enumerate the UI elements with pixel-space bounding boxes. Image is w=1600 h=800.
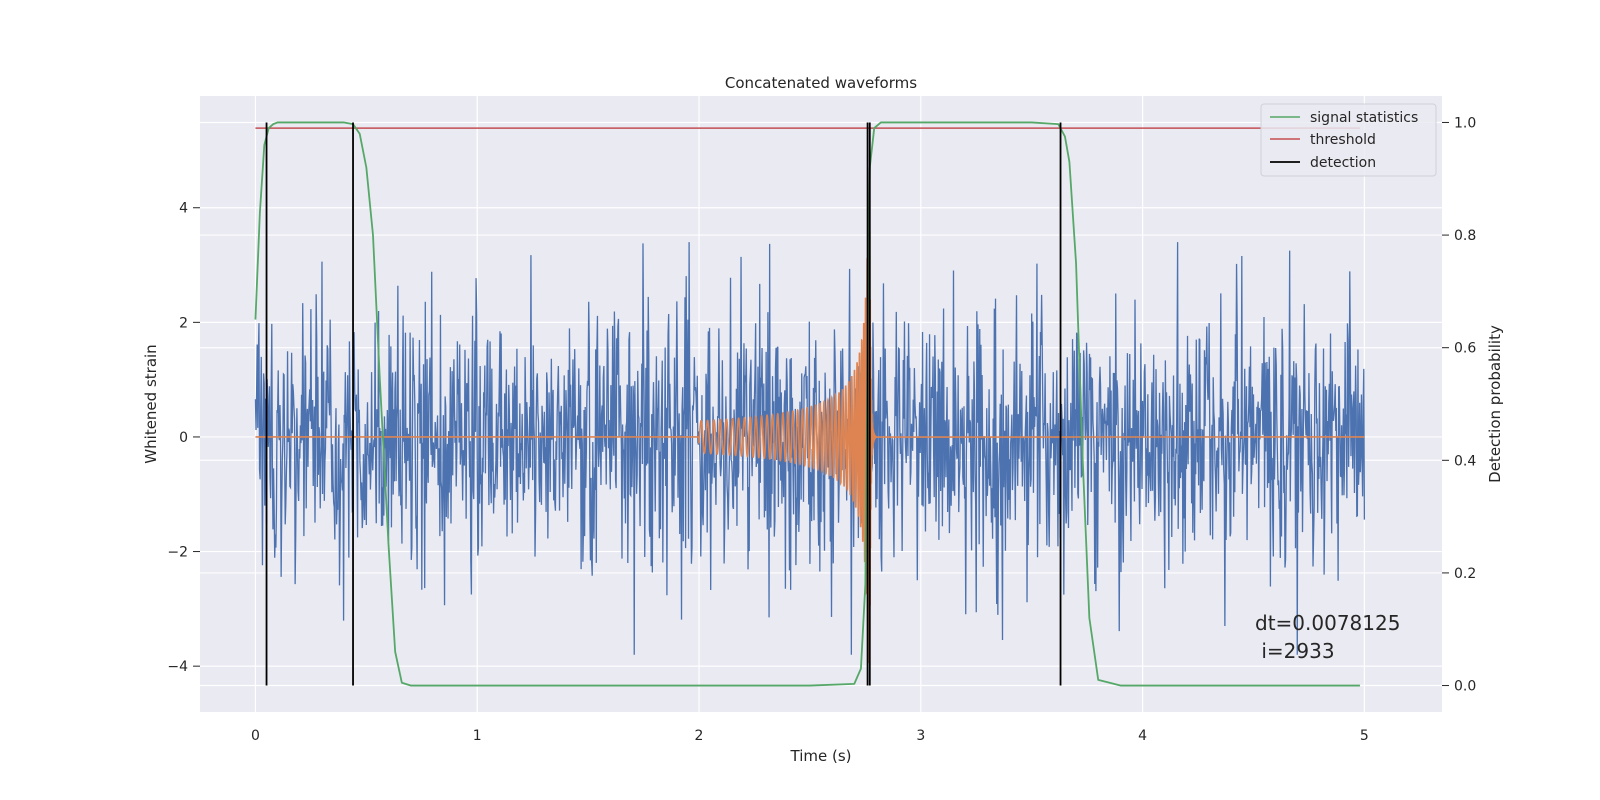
x-tick-label: 1	[473, 728, 482, 744]
y2-axis-label: Detection probability	[1486, 325, 1504, 483]
chart-title: Concatenated waveforms	[725, 74, 917, 92]
signal-statistics-line	[254, 121, 1360, 687]
signal-statistics-series	[254, 121, 1360, 687]
y2-tick-label: 0.8	[1454, 228, 1476, 244]
detection-series	[265, 122, 1062, 686]
x-tick-label: 3	[916, 728, 925, 744]
right-y-axis-ticks: 0.0 0.2 0.4 0.6 0.8 1.0	[1442, 115, 1476, 695]
y-axis-label: Whitened strain	[142, 344, 160, 463]
x-axis-label: Time (s)	[790, 747, 852, 765]
left-y-axis-ticks: −4 −2 0 2 4	[167, 201, 200, 675]
legend-label-signal-statistics: signal statistics	[1310, 110, 1418, 126]
y2-tick-label: 0.2	[1454, 566, 1476, 582]
y2-tick-label: 0.4	[1454, 453, 1476, 469]
y-tick-label: 4	[179, 201, 188, 217]
y-tick-label: −4	[167, 659, 188, 675]
x-tick-label: 2	[695, 728, 704, 744]
waveform-series	[255, 207, 1365, 664]
waveform-line	[255, 207, 1365, 664]
y-tick-label: 0	[179, 430, 188, 446]
x-axis-ticks: 0 1 2 3 4 5	[251, 728, 1369, 744]
x-tick-label: 5	[1360, 728, 1369, 744]
x-tick-label: 0	[251, 728, 260, 744]
noise-line	[254, 242, 1366, 655]
y-tick-label: 2	[179, 315, 188, 331]
x-tick-label: 4	[1138, 728, 1147, 744]
y2-tick-label: 1.0	[1454, 115, 1476, 131]
annotation-index: i=2933	[1255, 639, 1335, 663]
legend-label-threshold: threshold	[1310, 132, 1376, 148]
y2-tick-label: 0.0	[1454, 679, 1476, 695]
legend-label-detection: detection	[1310, 155, 1376, 171]
legend-box	[1260, 103, 1437, 177]
noise-series	[254, 242, 1366, 655]
legend: signal statistics threshold detection	[1260, 103, 1437, 177]
y2-tick-label: 0.6	[1454, 341, 1476, 357]
annotation-dt: dt=0.0078125	[1255, 611, 1400, 635]
y-tick-label: −2	[167, 545, 188, 561]
